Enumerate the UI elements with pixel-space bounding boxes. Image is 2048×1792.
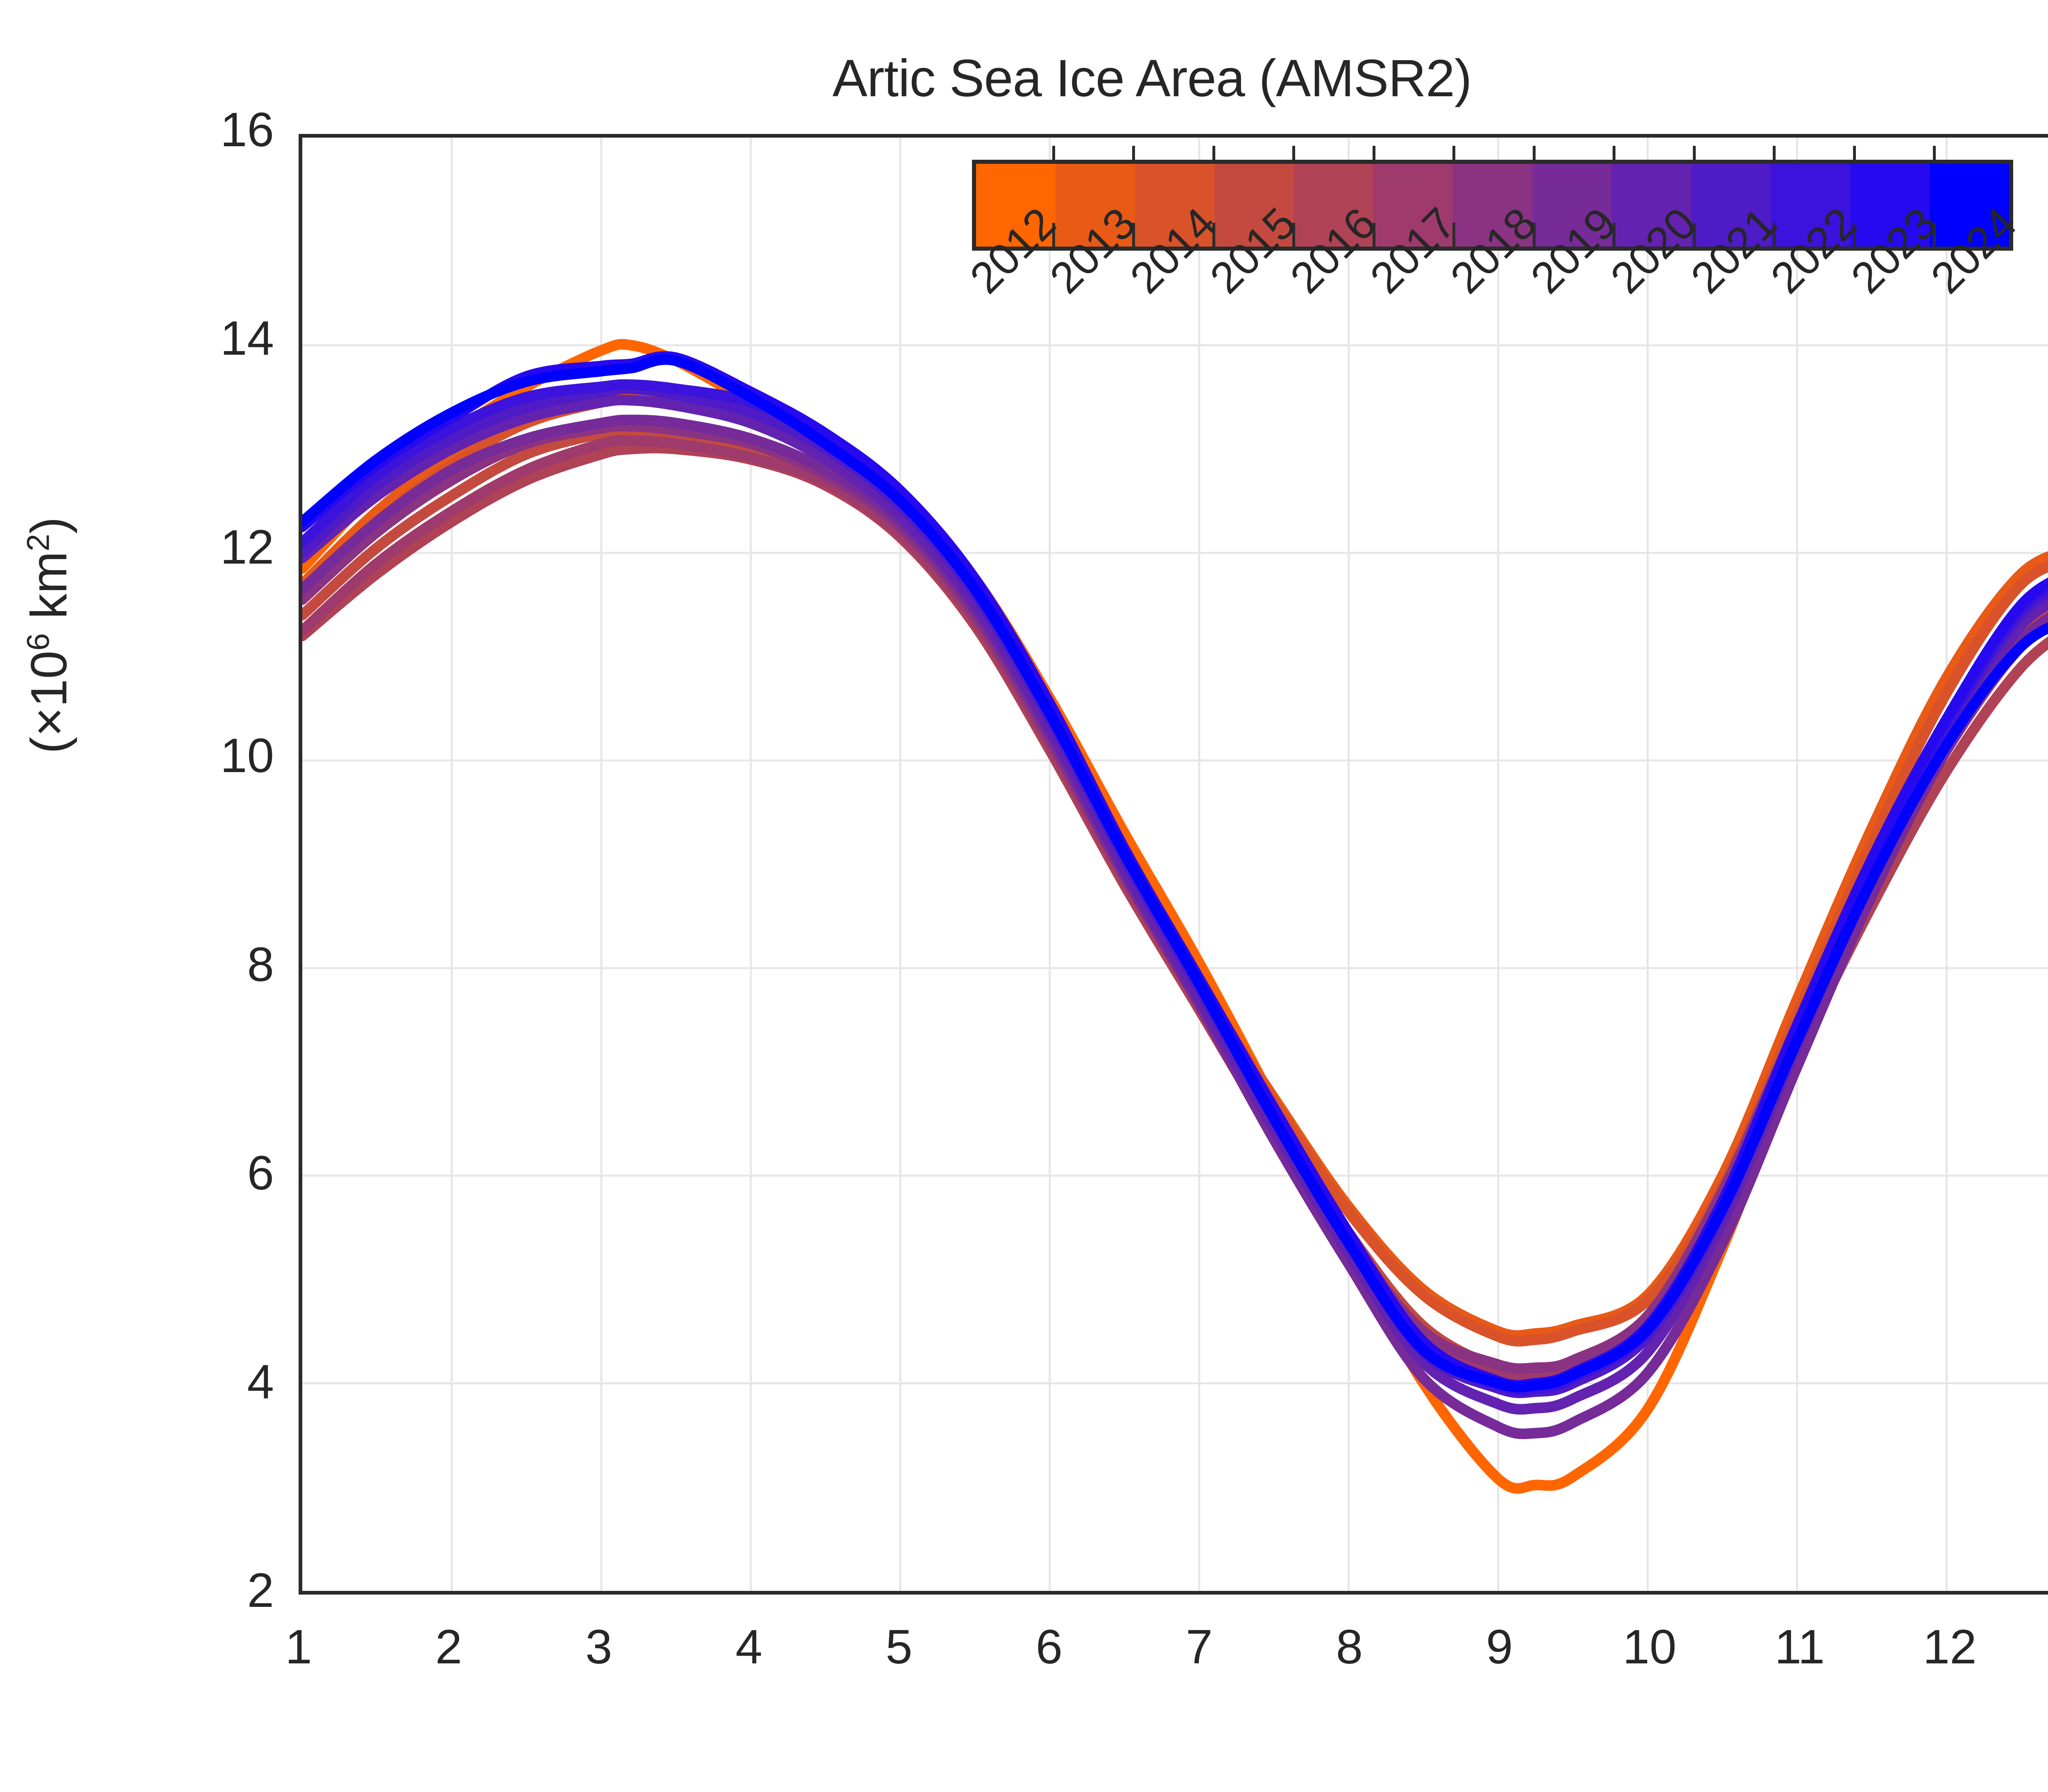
x-axis-tick-12: 12	[1923, 1620, 1977, 1674]
series-line-2024	[302, 354, 2048, 1393]
y-axis-tick-12: 12	[220, 520, 274, 574]
x-axis-tick-3: 3	[585, 1620, 612, 1674]
x-axis-tick-7: 7	[1185, 1620, 1213, 1674]
year-colorbar[interactable]	[972, 160, 2013, 251]
y-axis-tick-6: 6	[247, 1146, 274, 1201]
x-axis-tick-1: 1	[285, 1620, 312, 1674]
series-line-2021	[302, 383, 2048, 1398]
series-line-2018	[302, 420, 2048, 1374]
x-axis-tick-6: 6	[1035, 1620, 1063, 1674]
colorbar-segment-2013[interactable]	[1056, 164, 1135, 247]
y-axis-tick-16: 16	[220, 103, 274, 157]
series-line-2023	[302, 351, 2048, 1391]
colorbar-segment-2022[interactable]	[1771, 164, 1850, 247]
colorbar-segment-2018[interactable]	[1453, 164, 1532, 247]
series-line-2022	[302, 379, 2048, 1396]
gridlines	[302, 138, 2048, 1591]
plot-area	[299, 134, 2048, 1595]
series-line-2015	[302, 425, 2048, 1378]
series-line-2013	[302, 389, 2048, 1341]
x-axis-tick-11: 11	[1774, 1620, 1825, 1674]
y-axis-label-exponent: 6	[20, 633, 56, 651]
x-axis-tick-9: 9	[1486, 1620, 1513, 1674]
y-axis-tick-14: 14	[220, 311, 274, 366]
y-axis-tick-2: 2	[247, 1563, 274, 1618]
y-axis-tick-10: 10	[220, 729, 274, 783]
colorbar-segment-2024[interactable]	[1930, 164, 2009, 247]
y-axis-tick-4: 4	[247, 1355, 274, 1409]
series-line-2020	[302, 394, 2048, 1415]
series-canvas	[302, 138, 2048, 1591]
colorbar-segment-2021[interactable]	[1691, 164, 1771, 247]
colorbar-segment-2014[interactable]	[1135, 164, 1214, 247]
chart-title: Artic Sea Ice Area (AMSR2)	[832, 49, 1472, 108]
x-axis-tick-2: 2	[435, 1620, 462, 1674]
colorbar-segment-2016[interactable]	[1294, 164, 1373, 247]
x-axis-tick-8: 8	[1336, 1620, 1363, 1674]
series-lines	[302, 339, 2048, 1494]
colorbar-segment-2023[interactable]	[1850, 164, 1930, 247]
x-axis-tick-5: 5	[886, 1620, 913, 1674]
colorbar-segment-2012[interactable]	[976, 164, 1056, 247]
series-line-2017	[302, 435, 2048, 1382]
y-axis-tick-8: 8	[247, 937, 274, 992]
series-line-2014	[302, 394, 2048, 1347]
colorbar-segment-2019[interactable]	[1532, 164, 1612, 247]
colorbar-segment-2020[interactable]	[1612, 164, 1691, 247]
colorbar-segment-2015[interactable]	[1214, 164, 1294, 247]
x-axis-tick-10: 10	[1622, 1620, 1676, 1674]
series-line-2012	[302, 339, 2048, 1494]
x-axis-tick-4: 4	[735, 1620, 763, 1674]
colorbar-segment-2017[interactable]	[1373, 164, 1453, 247]
